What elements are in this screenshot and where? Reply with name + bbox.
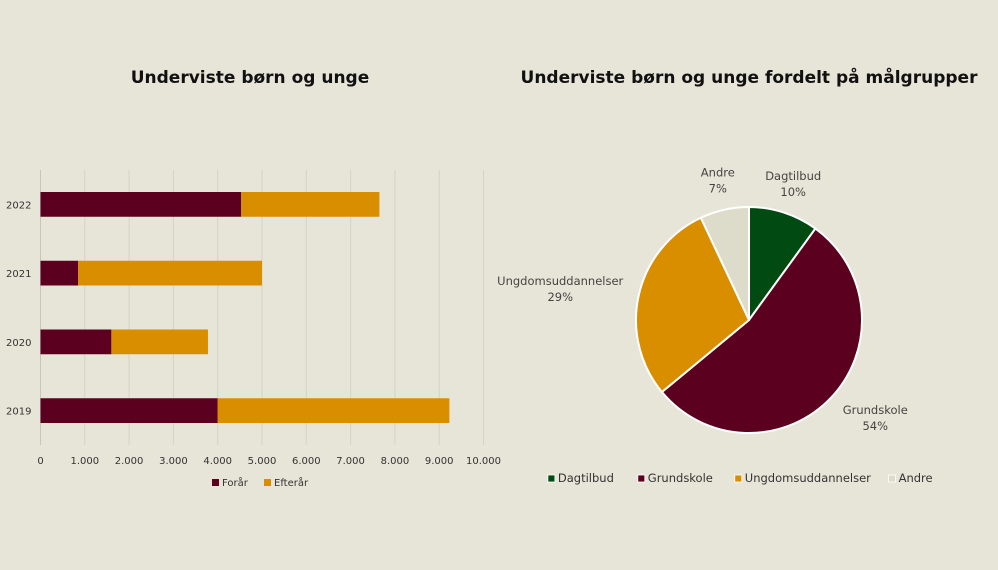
legend-swatch [637, 474, 646, 483]
legend-label: Forår [222, 476, 249, 489]
y-tick-label: 2020 [6, 338, 31, 349]
bar-segment [40, 260, 79, 286]
legend-swatch [547, 474, 556, 483]
bar-segment [111, 329, 208, 355]
x-tick-label: 9.000 [425, 456, 454, 467]
bar-segment [40, 398, 218, 423]
bar-segment [40, 329, 112, 355]
pie-label-percent: 54% [862, 419, 888, 433]
legend-label: Grundskole [648, 471, 713, 485]
y-tick-label: 2021 [6, 269, 31, 280]
pie-chart-title: Underviste børn og unge fordelt på målgr… [520, 68, 978, 88]
x-tick-label: 0 [37, 456, 43, 467]
pie-label-percent: 7% [709, 181, 727, 195]
x-tick-label: 5.000 [248, 456, 277, 467]
legend-label: Ungdomsuddannelser [745, 471, 871, 485]
legend-swatch [888, 474, 896, 483]
pie-label-name: Grundskole [843, 403, 908, 417]
bar-segment [217, 398, 450, 423]
pie-slice [748, 205, 817, 324]
x-tick-label: 8.000 [381, 456, 410, 467]
bar-segment [241, 192, 380, 217]
x-tick-label: 4.000 [203, 456, 232, 467]
x-tick-label: 1.000 [70, 456, 99, 467]
bar-segment [40, 192, 242, 217]
pie-label-name: Dagtilbud [765, 169, 821, 183]
x-tick-label: 10.000 [466, 456, 501, 467]
legend-swatch [212, 479, 219, 486]
x-tick-label: 2.000 [115, 456, 144, 467]
legend-swatch [734, 474, 743, 483]
legend-swatch [264, 479, 271, 486]
pie-label-name: Andre [701, 165, 735, 179]
y-tick-label: 2022 [6, 200, 31, 211]
pie-label-percent: 29% [547, 290, 573, 304]
y-tick-label: 2019 [6, 407, 31, 418]
pie-slice [660, 227, 863, 434]
legend-label: Efterår [274, 476, 309, 489]
x-tick-label: 7.000 [336, 456, 365, 467]
legend-label: Dagtilbud [558, 471, 614, 485]
legend-label: Andre [899, 471, 933, 485]
x-tick-label: 6.000 [292, 456, 321, 467]
bar-chart-title: Underviste børn og unge [130, 68, 370, 88]
pie-slice [699, 205, 750, 321]
pie-label-percent: 10% [780, 185, 806, 199]
pie-label-name: Ungdomsuddannelser [497, 274, 623, 288]
x-tick-label: 3.000 [159, 456, 188, 467]
bar-segment [78, 260, 262, 286]
